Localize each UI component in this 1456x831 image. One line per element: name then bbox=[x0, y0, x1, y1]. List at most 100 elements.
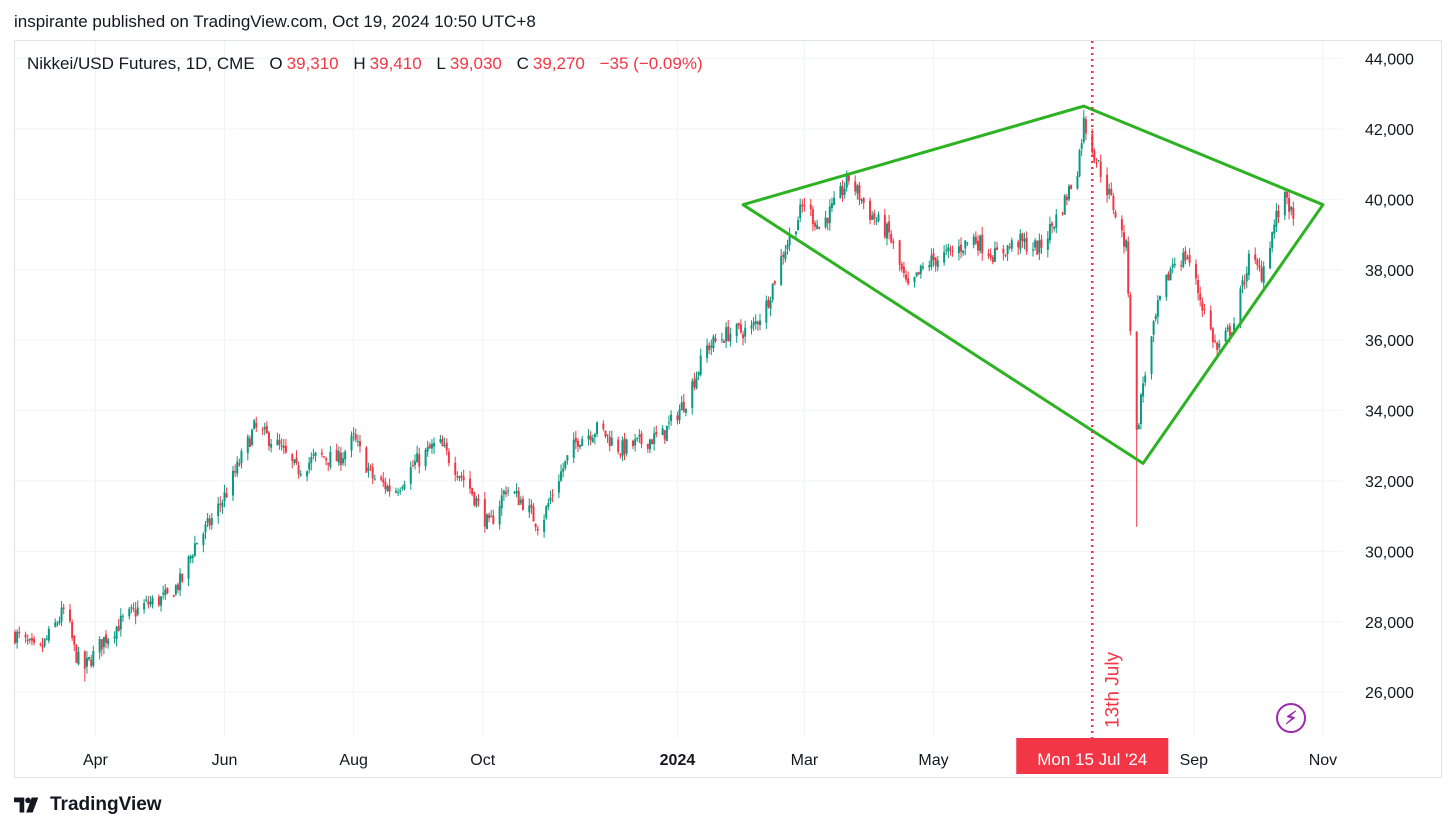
candle-body bbox=[210, 518, 213, 525]
candle-body bbox=[816, 224, 819, 230]
candle-body bbox=[71, 621, 74, 638]
candle-body bbox=[1127, 241, 1130, 294]
candle-body bbox=[858, 185, 861, 201]
candle-body bbox=[900, 264, 903, 270]
lightning-bolt-icon[interactable]: ⚡︎ bbox=[1276, 703, 1306, 733]
candle-body bbox=[640, 433, 643, 445]
legend-low-label: L bbox=[436, 54, 446, 73]
candle-body bbox=[634, 439, 637, 446]
chart-frame bbox=[14, 40, 1442, 778]
candle-body bbox=[223, 492, 226, 502]
date-marker: 13th July Mon 15 Jul '24 bbox=[1016, 41, 1169, 774]
candle-body bbox=[270, 443, 273, 448]
y-tick-label: 30,000 bbox=[1365, 544, 1414, 561]
candle-body bbox=[1292, 207, 1295, 219]
candle-body bbox=[729, 333, 732, 342]
candle-body bbox=[735, 323, 738, 337]
candle-body bbox=[714, 338, 717, 341]
candle-body bbox=[782, 254, 785, 257]
candle-body bbox=[845, 173, 848, 188]
candle-body bbox=[957, 246, 960, 254]
candle-body bbox=[143, 603, 146, 610]
candle-body bbox=[780, 256, 783, 285]
candle-body bbox=[517, 491, 520, 506]
candle-body bbox=[16, 631, 19, 643]
chart-legend: Nikkei/USD Futures, 1D, CME O 39,310 H 39,… bbox=[27, 54, 707, 74]
chart-grid bbox=[15, 41, 1342, 738]
candle-body bbox=[1247, 253, 1250, 276]
candle-body bbox=[60, 607, 63, 622]
candle-body bbox=[206, 518, 209, 523]
candle-body bbox=[1290, 206, 1293, 211]
candle-body bbox=[917, 271, 920, 275]
crosshair-label-bg bbox=[1016, 738, 1169, 774]
candle-body bbox=[1260, 267, 1263, 281]
candle-body bbox=[98, 639, 101, 653]
candle-body bbox=[483, 498, 486, 527]
candle-body bbox=[56, 623, 59, 625]
candle-body bbox=[43, 638, 46, 646]
candle-body bbox=[828, 206, 831, 224]
candle-body bbox=[606, 434, 609, 436]
candle-body bbox=[337, 451, 340, 463]
candle-body bbox=[604, 430, 607, 437]
candle-body bbox=[608, 436, 611, 447]
candle-body bbox=[1262, 266, 1265, 284]
candle-body bbox=[1139, 394, 1142, 425]
candle-body bbox=[1065, 196, 1068, 201]
candle-body bbox=[1216, 342, 1219, 350]
candle-body bbox=[24, 634, 27, 638]
candle-body bbox=[678, 409, 681, 420]
candle-body bbox=[1173, 263, 1176, 266]
candle-body bbox=[947, 247, 950, 252]
candle-body bbox=[41, 645, 44, 648]
candle-body bbox=[799, 204, 802, 219]
candle-body bbox=[801, 204, 804, 207]
candle-body bbox=[121, 615, 124, 617]
candle-body bbox=[676, 415, 679, 421]
candle-body bbox=[1288, 198, 1291, 212]
candle-body bbox=[384, 482, 387, 490]
candle-body bbox=[507, 490, 510, 492]
candle-body bbox=[322, 456, 325, 458]
candle-body bbox=[693, 379, 696, 388]
candle-body bbox=[234, 471, 237, 473]
candle-body bbox=[179, 573, 182, 591]
candle-body bbox=[1038, 240, 1041, 253]
candle-body bbox=[145, 599, 148, 601]
candle-body bbox=[1165, 274, 1168, 297]
candle-body bbox=[1125, 240, 1128, 248]
candle-body bbox=[1055, 214, 1058, 228]
candle-body bbox=[225, 493, 228, 498]
candle-body bbox=[221, 502, 224, 508]
candle-body bbox=[661, 428, 664, 436]
candle-body bbox=[397, 492, 400, 494]
candle-body bbox=[454, 462, 457, 475]
candle-body bbox=[291, 454, 294, 461]
candle-body bbox=[325, 458, 328, 461]
candle-body bbox=[416, 453, 419, 463]
candle-body bbox=[576, 440, 579, 447]
candle-body bbox=[299, 473, 302, 476]
tradingview-logo-icon bbox=[14, 797, 39, 813]
candle-body bbox=[1114, 212, 1117, 218]
candle-body bbox=[164, 589, 167, 596]
candle-body bbox=[883, 214, 886, 237]
candle-body bbox=[680, 402, 683, 411]
candle-body bbox=[1241, 280, 1244, 287]
candle-body bbox=[136, 607, 139, 615]
candle-body bbox=[1144, 375, 1147, 383]
candle-body bbox=[638, 434, 641, 437]
candle-body bbox=[414, 461, 417, 466]
candle-body bbox=[682, 401, 685, 412]
candle-body bbox=[308, 462, 311, 470]
candle-body bbox=[691, 381, 694, 409]
candle-body bbox=[564, 460, 567, 469]
candle-body bbox=[1032, 249, 1035, 251]
y-tick-label: 32,000 bbox=[1365, 474, 1414, 491]
tradingview-logo[interactable]: TradingView bbox=[14, 794, 162, 816]
candle-body bbox=[1199, 293, 1202, 301]
crosshair-label: Mon 15 Jul '24 bbox=[1037, 750, 1147, 769]
candle-body bbox=[1006, 245, 1009, 255]
